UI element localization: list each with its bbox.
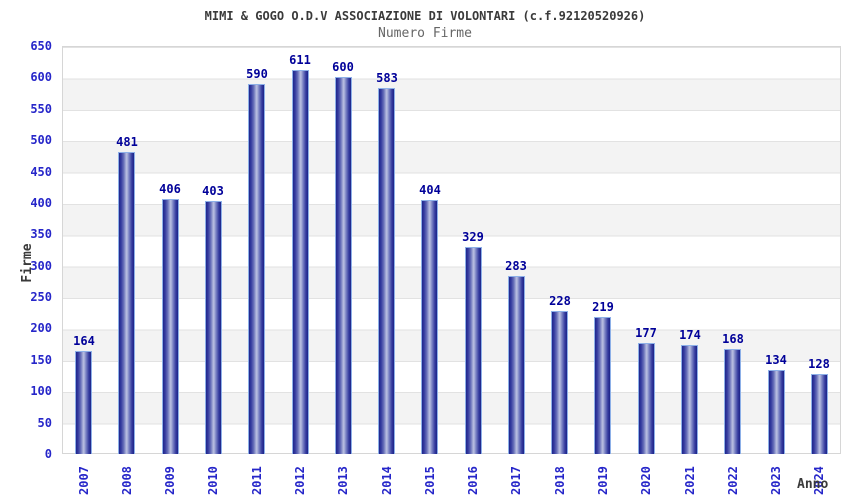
x-tick-label: 2021 xyxy=(683,466,697,495)
bar-2008 xyxy=(118,152,135,454)
bar-value-label: 481 xyxy=(116,135,138,149)
bar-2014 xyxy=(378,88,395,454)
bar-2021 xyxy=(681,345,698,454)
bar-value-label: 611 xyxy=(289,53,311,67)
x-tick-label: 2008 xyxy=(120,466,134,495)
y-tick-label: 200 xyxy=(30,321,52,336)
bar-2018 xyxy=(551,311,568,454)
y-tick-label: 600 xyxy=(30,70,52,85)
x-tick-label: 2007 xyxy=(77,466,91,495)
bar-2015 xyxy=(421,200,438,454)
x-tick-label: 2017 xyxy=(509,466,523,495)
x-tick-label: 2012 xyxy=(293,466,307,495)
x-tick-label: 2010 xyxy=(206,466,220,495)
bar-2007 xyxy=(75,351,92,454)
y-tick-label: 650 xyxy=(30,39,52,53)
bar-value-label: 406 xyxy=(159,182,181,196)
bar-2024 xyxy=(811,374,828,454)
x-tick-label: 2018 xyxy=(553,466,567,495)
y-tick-label: 400 xyxy=(30,195,52,210)
bar-2011 xyxy=(248,84,265,454)
bar-value-label: 583 xyxy=(376,71,398,85)
x-tick-label: 2011 xyxy=(250,466,264,495)
bar-value-label: 404 xyxy=(419,183,441,197)
x-tick-label: 2013 xyxy=(336,466,350,495)
y-axis-title: Firme xyxy=(20,243,35,283)
bar-value-label: 403 xyxy=(202,184,224,198)
bar-value-label: 590 xyxy=(246,67,268,81)
bar-2023 xyxy=(768,370,785,454)
bar-2013 xyxy=(335,77,352,454)
x-tick-label: 2023 xyxy=(769,466,783,495)
y-tick-label: 250 xyxy=(30,290,52,305)
bar-value-label: 329 xyxy=(462,230,484,244)
y-tick-label: 550 xyxy=(30,101,52,116)
y-tick-label: 100 xyxy=(30,384,52,399)
bar-2016 xyxy=(465,247,482,454)
bar-2009 xyxy=(162,199,179,454)
x-tick-label: 2022 xyxy=(726,466,740,495)
y-tick-label: 450 xyxy=(30,164,52,179)
x-tick-label: 2016 xyxy=(466,466,480,495)
bar-2017 xyxy=(508,276,525,454)
bar-value-label: 174 xyxy=(679,328,701,342)
bar-value-label: 283 xyxy=(505,259,527,273)
bar-2019 xyxy=(594,317,611,454)
x-tick-label: 2015 xyxy=(423,466,437,495)
x-tick-label: 2014 xyxy=(380,466,394,495)
bar-value-label: 128 xyxy=(808,357,830,371)
x-tick-label: 2009 xyxy=(163,466,177,495)
chart-subtitle: Numero Firme xyxy=(378,26,472,41)
plot-area xyxy=(62,46,841,454)
y-tick-label: 500 xyxy=(30,133,52,148)
bar-2020 xyxy=(638,343,655,454)
y-tick-label: 50 xyxy=(37,415,52,430)
y-tick-label: 350 xyxy=(30,227,52,242)
bar-value-label: 164 xyxy=(73,334,95,348)
bar-value-label: 219 xyxy=(592,300,614,314)
x-tick-label: 2019 xyxy=(596,466,610,495)
y-tick-label: 0 xyxy=(44,447,52,461)
bar-value-label: 600 xyxy=(332,60,354,74)
bar-value-label: 228 xyxy=(549,294,571,308)
bar-2012 xyxy=(292,70,309,454)
y-tick-label: 300 xyxy=(30,258,52,273)
chart-title: MIMI & GOGO O.D.V ASSOCIAZIONE DI VOLONT… xyxy=(204,9,646,23)
y-tick-label: 150 xyxy=(30,352,52,367)
bar-value-label: 177 xyxy=(635,326,657,340)
x-axis-title: Anno xyxy=(797,477,829,492)
bar-2010 xyxy=(205,201,222,454)
bar-value-label: 168 xyxy=(722,332,744,346)
bar-value-label: 134 xyxy=(765,353,787,367)
bar-2022 xyxy=(724,349,741,454)
x-tick-label: 2020 xyxy=(639,466,653,495)
